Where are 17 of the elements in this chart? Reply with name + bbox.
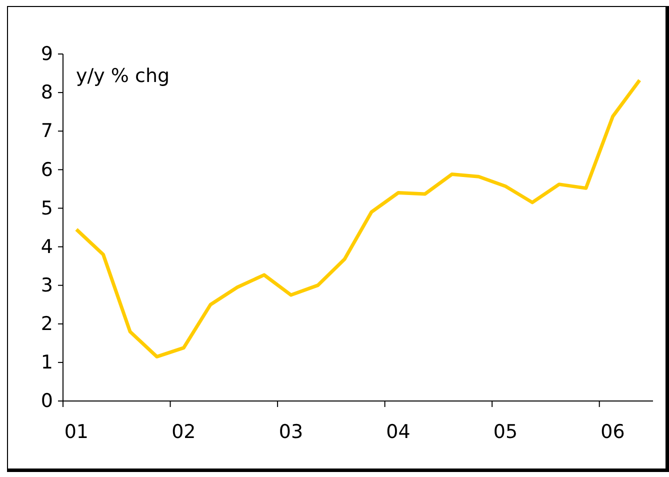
y-axis-title: y/y % chg <box>76 65 170 87</box>
y-tick-label: 1 <box>40 352 53 374</box>
y-tick-label: 4 <box>40 236 53 258</box>
y-tick-label: 5 <box>40 197 53 220</box>
y-tick-label: 6 <box>40 158 53 181</box>
x-tick-label: 04 <box>386 421 410 443</box>
x-tick-label: 03 <box>278 421 304 443</box>
x-tick-label: 02 <box>172 421 196 443</box>
y-tick-label: 8 <box>40 82 53 104</box>
y-tick-label: 9 <box>40 43 53 66</box>
x-tick-label: 01 <box>64 421 89 443</box>
y-tick-label: 2 <box>40 312 53 335</box>
x-tick-label: 06 <box>600 421 625 443</box>
y-tick-label: 3 <box>40 274 53 296</box>
y-tick-label: 7 <box>40 120 53 142</box>
x-tick-label: 05 <box>493 421 518 443</box>
y-tick-label: 0 <box>40 390 53 412</box>
